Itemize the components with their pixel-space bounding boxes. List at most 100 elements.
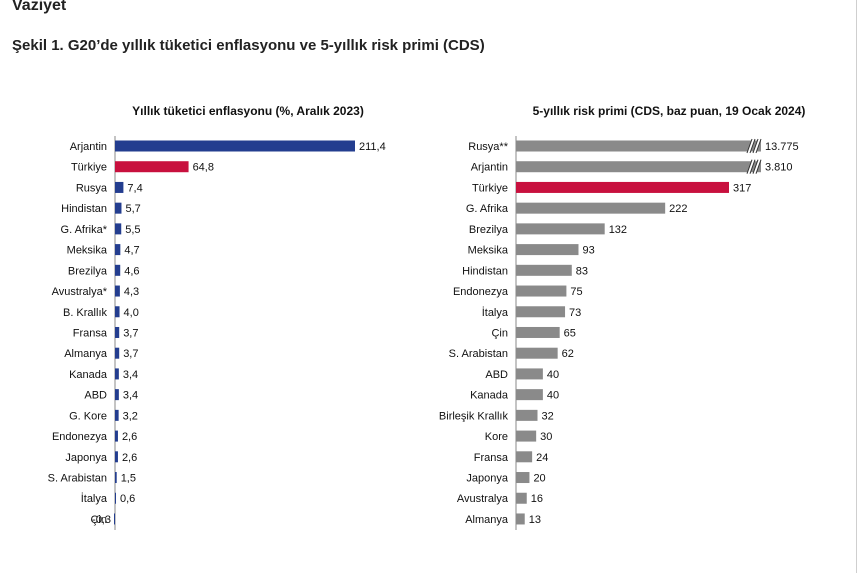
- left-value-label: 0,6: [120, 493, 135, 505]
- right-bar: [516, 389, 543, 401]
- right-border: [856, 0, 857, 573]
- axis-break-line: [749, 138, 756, 154]
- right-bar: [516, 430, 537, 442]
- left-value-label: 4,6: [124, 265, 139, 277]
- right-category-label: Almanya: [465, 514, 509, 526]
- axis-break-line: [752, 159, 759, 174]
- left-bar: [115, 181, 124, 193]
- left-category-label: Meksika: [67, 245, 108, 257]
- right-category-label: Türkiye: [472, 182, 508, 194]
- left-bar: [115, 347, 120, 359]
- left-category-label: Rusya: [76, 182, 108, 194]
- left-value-label: 64,8: [193, 162, 214, 174]
- left-category-label: G. Afrika*: [61, 224, 108, 236]
- right-category-label: Kanada: [470, 390, 509, 402]
- left-value-label: 3,2: [123, 410, 138, 422]
- left-category-label: G. Kore: [69, 410, 107, 422]
- right-category-label: ABD: [485, 369, 508, 381]
- right-value-label: 13: [529, 514, 541, 526]
- left-bar: [115, 492, 116, 504]
- right-bar: [516, 223, 605, 235]
- axis-break-line: [755, 138, 762, 154]
- right-value-label: 65: [564, 327, 576, 339]
- right-bar: [516, 451, 533, 463]
- left-bar: [114, 513, 115, 525]
- left-category-label: Türkiye: [71, 162, 107, 174]
- left-bar: [115, 202, 122, 214]
- left-category-label: Çin: [90, 514, 107, 526]
- right-category-label: Çin: [491, 327, 508, 339]
- left-bar: [115, 472, 117, 484]
- right-value-label: 30: [540, 431, 552, 443]
- right-category-label: Brezilya: [469, 224, 509, 236]
- left-value-label: 3,7: [123, 348, 138, 360]
- axis-break-marker: [746, 138, 762, 154]
- right-value-label: 24: [536, 452, 548, 464]
- right-category-label: Hindistan: [462, 265, 508, 277]
- left-bar: [115, 326, 120, 338]
- figure-title: Şekil 1. G20’de yıllık tüketici enflasyo…: [12, 37, 485, 54]
- left-category-label: Fransa: [73, 327, 108, 339]
- right-category-label: Meksika: [468, 245, 509, 257]
- left-bar: [115, 389, 119, 401]
- left-category-label: Avustralya*: [52, 286, 108, 298]
- right-category-label: Fransa: [474, 452, 509, 464]
- section-heading: Vaziyet: [12, 0, 67, 14]
- right-bar: [516, 285, 567, 297]
- axis-break-gap: [747, 159, 755, 174]
- right-bar: [516, 181, 729, 193]
- right-bar: [516, 140, 761, 152]
- right-bar: [516, 161, 761, 173]
- right-value-label: 73: [569, 307, 581, 319]
- left-value-label: 3,4: [123, 390, 138, 402]
- right-bar: [516, 492, 527, 504]
- left-value-label: 5,5: [125, 224, 140, 236]
- right-bar: [516, 264, 572, 276]
- left-value-label: 5,7: [125, 203, 140, 215]
- right-chart-title: 5-yıllık risk primi (CDS, baz puan, 19 O…: [533, 104, 806, 118]
- left-value-label: 2,6: [122, 431, 137, 443]
- axis-break-line: [746, 138, 753, 154]
- right-category-label: G. Afrika: [466, 203, 509, 215]
- left-category-label: Japonya: [65, 452, 107, 464]
- axis-break-gap: [753, 159, 761, 174]
- inflation-chart: Arjantin 211,4 Türkiye 64,8 Rusya 7,4 Hindista…: [48, 136, 386, 530]
- left-value-label: 3,4: [123, 369, 138, 381]
- left-bar: [115, 451, 118, 463]
- left-value-label: 4,3: [124, 286, 139, 298]
- right-category-label: Japonya: [466, 473, 508, 485]
- left-bar: [115, 140, 355, 152]
- right-category-label: Avustralya: [457, 493, 509, 505]
- right-category-label: Rusya**: [468, 141, 508, 153]
- right-bar: [516, 202, 666, 214]
- axis-break-gap: [747, 139, 755, 153]
- cds-chart: Rusya** 13.775 Arjantin 3.810 Türkiye 317 G. A…: [439, 136, 799, 530]
- left-bar: [115, 430, 118, 442]
- left-category-label: Arjantin: [70, 141, 107, 153]
- left-bar: [115, 306, 120, 318]
- left-value-label: -0,3: [92, 514, 111, 526]
- right-value-label: 13.775: [765, 141, 799, 153]
- right-bar: [516, 409, 538, 421]
- axis-break-line: [749, 159, 756, 174]
- left-bar: [115, 244, 121, 256]
- right-value-label: 62: [562, 348, 574, 360]
- left-value-label: 7,4: [127, 182, 142, 194]
- right-bar: [516, 368, 543, 380]
- left-value-label: 4,7: [124, 245, 139, 257]
- left-category-label: B. Krallık: [63, 307, 108, 319]
- left-category-label: Hindistan: [61, 203, 107, 215]
- right-category-label: İtalya: [482, 306, 509, 319]
- right-category-label: Arjantin: [471, 162, 508, 174]
- axis-break-line: [746, 159, 753, 174]
- right-value-label: 317: [733, 182, 751, 194]
- left-category-label: Brezilya: [68, 265, 108, 277]
- right-value-label: 75: [570, 286, 582, 298]
- left-bar: [115, 161, 189, 173]
- axis-break-marker: [746, 159, 762, 174]
- right-value-label: 20: [533, 473, 545, 485]
- axis-break-line: [752, 138, 759, 154]
- left-category-label: Endonezya: [52, 431, 108, 443]
- right-value-label: 16: [531, 493, 543, 505]
